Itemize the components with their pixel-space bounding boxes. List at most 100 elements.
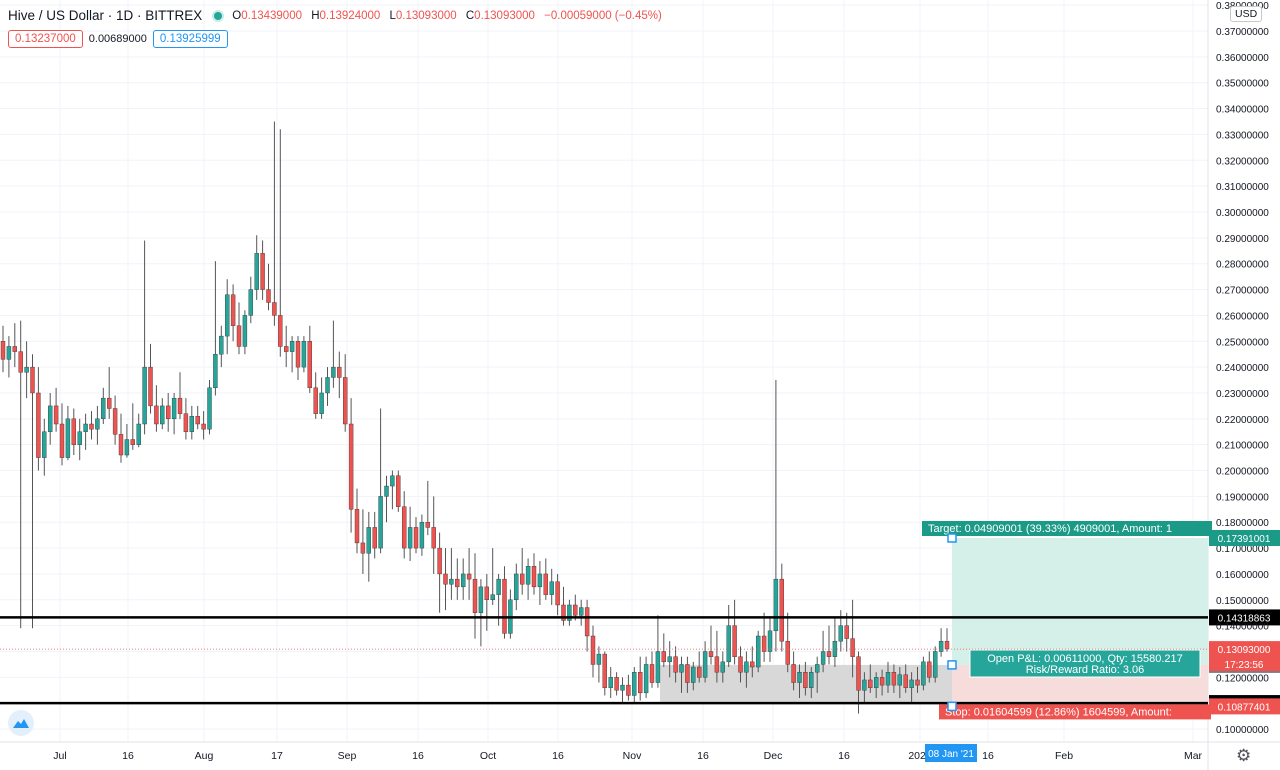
candle-body [53, 405, 59, 425]
candle-body [596, 653, 602, 665]
price-tick-label: 0.19000000 [1216, 492, 1269, 503]
candle-body [915, 679, 920, 686]
candle-body [461, 573, 466, 588]
candle-body [708, 651, 714, 657]
candle-body [160, 405, 165, 425]
time-tick-label: Oct [480, 750, 496, 762]
stop-label: Stop: 0.01604599 (12.86%) 1604599, Amoun… [945, 706, 1172, 718]
candle-body [24, 366, 29, 373]
candle-body [649, 664, 655, 683]
candle-body [525, 565, 531, 585]
price-tick-label: 0.21000000 [1216, 441, 1269, 452]
candle-body [148, 366, 153, 407]
candle-body [165, 405, 171, 420]
candle-body [903, 674, 908, 688]
drag-handle [947, 660, 957, 670]
candle-body [797, 671, 802, 683]
candle-body [785, 640, 790, 665]
drag-handle [947, 533, 957, 543]
candle-body [584, 607, 590, 637]
position-zones [660, 537, 1208, 707]
candle-body [224, 294, 230, 337]
sell-button[interactable]: 0.13237000 [8, 30, 83, 48]
candle-body [838, 625, 843, 642]
candle-body [260, 253, 265, 290]
time-tick-label: 16 [412, 750, 424, 762]
settings-gear-icon[interactable]: ⚙ [1236, 746, 1252, 765]
candle-body [874, 677, 879, 688]
candle-body [101, 397, 106, 420]
candle-body [6, 346, 12, 360]
ohlc-readout: O0.13439000 H0.13924000 L0.13093000 C0.1… [232, 9, 662, 22]
drag-handle [947, 701, 957, 712]
low-value: 0.13093000 [395, 9, 457, 22]
candle-body [360, 542, 366, 554]
candle-body [30, 366, 35, 394]
candlestick-series [0, 121, 950, 714]
target-label: Target: 0.04909001 (39.33%) 4909001, Amo… [928, 523, 1172, 535]
candle-body [396, 475, 401, 507]
candle-body [402, 506, 407, 549]
price-tick-label: 0.36000000 [1216, 53, 1269, 64]
price-tick-label: 0.29000000 [1216, 234, 1269, 245]
position-labels[interactable]: Target: 0.04909001 (39.33%) 4909001, Amo… [922, 520, 1280, 720]
candle-body [201, 423, 206, 430]
currency-button[interactable]: USD [1230, 6, 1263, 22]
change-value: −0.00059000 (−0.45%) [544, 9, 662, 22]
candle-body [106, 397, 112, 409]
candle-body [171, 397, 177, 420]
candle-body [337, 366, 342, 378]
candle-body [484, 586, 489, 601]
target-price-label: 0.17391001 [1218, 534, 1271, 545]
candle-body [520, 573, 525, 585]
candle-body [879, 677, 885, 686]
candle-body [691, 666, 696, 683]
candle-body [714, 656, 720, 673]
candle-body [620, 684, 625, 691]
candle-body [791, 664, 796, 683]
price-tick-label: 0.37000000 [1216, 27, 1269, 38]
candle-body [390, 475, 395, 487]
candle-body [815, 664, 820, 673]
candle-body [844, 625, 849, 639]
candle-body [921, 661, 926, 686]
candle-body [732, 625, 737, 657]
time-tick-label: Aug [195, 750, 214, 762]
pnl-line-1: Open P&L: 0.00611000, Qty: 15580.217 [987, 653, 1183, 665]
time-tick-label: 16 [982, 750, 994, 762]
candle-body [289, 341, 295, 352]
price-tick-label: 0.15000000 [1216, 596, 1269, 607]
time-tick-label: 16 [697, 750, 709, 762]
candle-body [443, 573, 448, 585]
price-tick-label: 0.12000000 [1216, 673, 1269, 684]
time-axis[interactable]: Jul 16 Aug 17 Sep 16 Oct 16 Nov 16 Dec 16 2021 16 Feb M… [53, 744, 1203, 762]
candle-body [856, 656, 861, 691]
candle-body [284, 346, 289, 352]
candle-body [702, 651, 708, 678]
time-tick-label: 17 [271, 750, 283, 762]
candle-body [313, 387, 318, 414]
tradingview-logo-icon[interactable] [8, 710, 34, 736]
candle-body [219, 335, 224, 355]
candle-body [779, 578, 784, 642]
price-axis[interactable]: 0.100000000.110000000.120000000.13000000… [1216, 1, 1269, 736]
candle-body [83, 423, 88, 432]
candle-body [820, 651, 826, 665]
candle-body [65, 418, 71, 458]
candle-body [154, 405, 159, 425]
price-tick-label: 0.31000000 [1216, 182, 1269, 193]
target-label-box [922, 520, 1212, 536]
candle-body [372, 527, 377, 549]
time-tick-label: 16 [552, 750, 564, 762]
candle-body [809, 671, 814, 688]
candle-body [773, 578, 779, 632]
candle-body [909, 679, 914, 688]
price-tick-label: 0.28000000 [1216, 260, 1269, 271]
candle-body [891, 671, 897, 686]
candle-body [136, 423, 141, 445]
symbol-title[interactable]: Hive / US Dollar · 1D · BITTREX [8, 8, 203, 23]
buy-button[interactable]: 0.13925999 [152, 30, 228, 48]
candle-body [862, 679, 867, 691]
candle-body [189, 416, 195, 432]
